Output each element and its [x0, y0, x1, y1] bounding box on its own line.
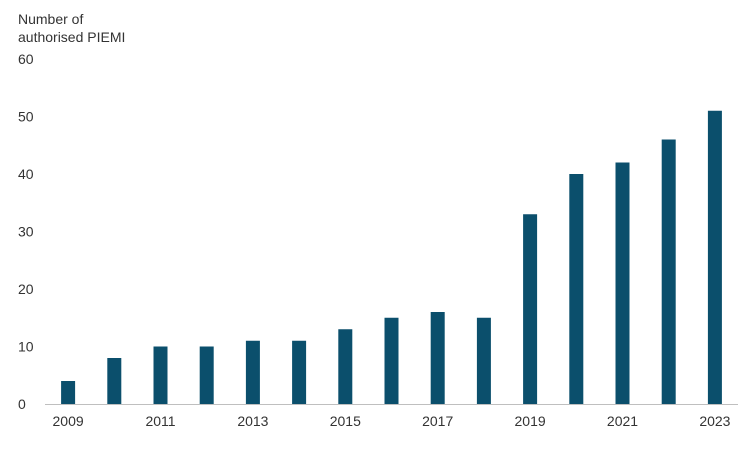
bar-2014	[292, 340, 307, 404]
y-tick-label: 60	[18, 51, 34, 67]
bar-2022	[661, 139, 676, 404]
x-tick-label: 2013	[237, 413, 268, 429]
y-axis-title: Number of authorised PIEMI	[18, 11, 125, 45]
y-axis-title-line-2: authorised PIEMI	[18, 29, 125, 45]
bar-2011	[153, 346, 168, 404]
y-tick-label: 10	[18, 339, 34, 355]
x-tick-label: 2023	[699, 413, 730, 429]
bar-2016	[384, 317, 399, 404]
y-tick-label: 40	[18, 166, 34, 182]
bar-2015	[338, 329, 353, 404]
x-axis-ticks: 2009 2011 2013 2015 2017 2019 2021 2023	[53, 413, 731, 429]
x-tick-label: 2011	[145, 413, 175, 429]
y-axis-title-line-1: Number of	[18, 11, 83, 27]
bar-2010	[107, 358, 122, 404]
x-tick-label: 2019	[515, 413, 546, 429]
bar-2021	[615, 162, 630, 404]
y-tick-label: 30	[18, 224, 34, 240]
y-tick-label: 20	[18, 281, 34, 297]
bar-2020	[569, 174, 584, 404]
bar-2019	[523, 214, 538, 404]
bar-2012	[199, 346, 214, 404]
y-axis-ticks: 0 10 20 30 40 50 60	[18, 51, 34, 412]
x-tick-label: 2021	[607, 413, 638, 429]
y-tick-label: 0	[18, 396, 26, 412]
bar-2023	[707, 110, 722, 404]
bar-2017	[430, 312, 445, 404]
y-tick-label: 50	[18, 109, 34, 125]
bars	[61, 110, 722, 404]
bar-2013	[245, 340, 260, 404]
x-tick-label: 2009	[53, 413, 84, 429]
bar-2009	[61, 381, 76, 404]
x-tick-label: 2017	[422, 413, 453, 429]
bar-2018	[476, 317, 491, 404]
x-tick-label: 2015	[330, 413, 361, 429]
